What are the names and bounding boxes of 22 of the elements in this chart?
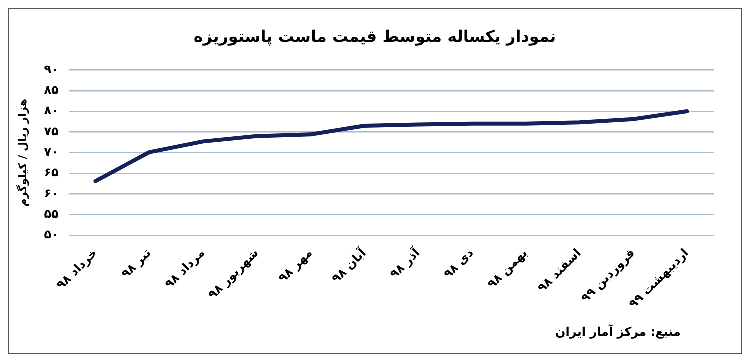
x-tick-label: آبان ۹۸ xyxy=(328,244,370,286)
y-tick-label: ۹۰ xyxy=(44,62,59,76)
y-tick-label: ۵۵ xyxy=(44,206,59,221)
y-axis-title: هزار ریال / کیلوگرم xyxy=(16,98,30,207)
y-tick-label: ۶۰ xyxy=(44,186,59,200)
y-tick-label: ۸۰ xyxy=(44,104,59,118)
y-tick-label: ۶۵ xyxy=(44,166,59,180)
x-tick-label: بهمن ۹۸ xyxy=(484,246,530,292)
x-tick-label: مهر ۹۸ xyxy=(276,246,316,286)
y-tick-label: ۷۰ xyxy=(44,144,59,159)
text: منبع: مرکز آمار ایران xyxy=(556,325,681,339)
x-tick-label: آذر ۹۸ xyxy=(386,244,424,282)
chart-title: نمودار یکساله متوسط قیمت ماست پاستوریزه xyxy=(192,27,558,48)
y-tick-label: ۵۰ xyxy=(44,228,59,242)
y-tick-label: ۷۵ xyxy=(44,124,59,138)
x-tick-label: دی ۹۸ xyxy=(441,246,476,282)
x-tick-label: مرداد ۹۸ xyxy=(162,246,208,292)
x-tick-label: شهریور ۹۸ xyxy=(206,246,262,302)
x-tick-label: خرداد ۹۸ xyxy=(54,246,100,292)
y-tick-label: ۸۵ xyxy=(44,82,59,97)
x-tick-label: اسفند ۹۸ xyxy=(534,246,584,295)
x-tick-label: تیر ۹۸ xyxy=(118,246,154,282)
